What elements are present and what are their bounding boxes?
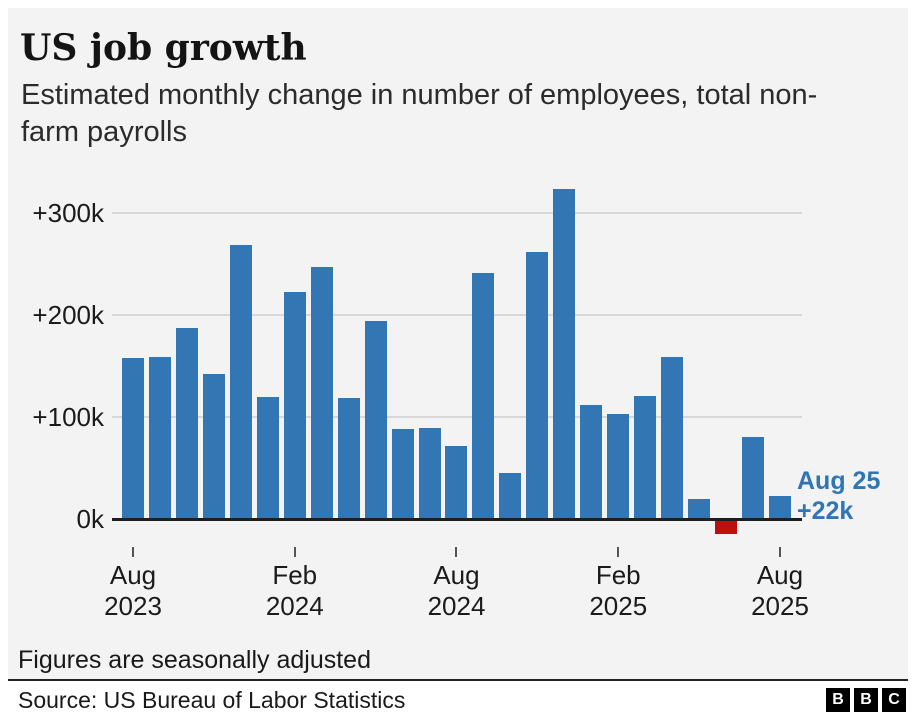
bbc-logo-block-b2: B	[854, 688, 878, 712]
annotation-line2: +22k	[797, 497, 854, 525]
bbc-logo: B B C	[826, 688, 906, 712]
chart-title: US job growth	[20, 27, 307, 69]
footnote: Figures are seasonally adjusted	[18, 646, 371, 674]
last-bar-annotation: Aug 25 +22k	[797, 466, 912, 526]
chart-subtitle: Estimated monthly change in number of em…	[21, 79, 818, 148]
chart-background-panel	[8, 8, 908, 679]
footer-divider	[8, 679, 908, 681]
annotation-line1: Aug 25	[797, 467, 881, 495]
source-credit: Source: US Bureau of Labor Statistics	[18, 687, 406, 713]
bbc-logo-block-b1: B	[826, 688, 850, 712]
bbc-logo-block-c: C	[882, 688, 906, 712]
